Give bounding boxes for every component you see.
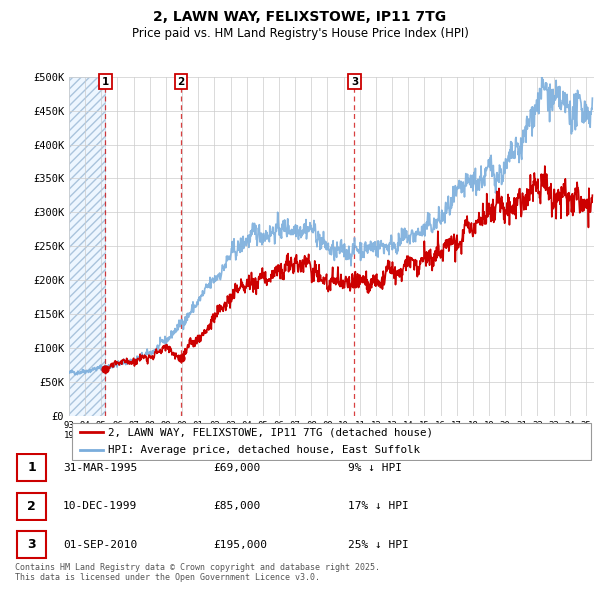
Text: 2, LAWN WAY, FELIXSTOWE, IP11 7TG: 2, LAWN WAY, FELIXSTOWE, IP11 7TG	[154, 10, 446, 24]
Text: Contains HM Land Registry data © Crown copyright and database right 2025.
This d: Contains HM Land Registry data © Crown c…	[15, 563, 380, 582]
Text: 25% ↓ HPI: 25% ↓ HPI	[348, 540, 409, 549]
Text: £69,000: £69,000	[213, 463, 260, 473]
Text: 17% ↓ HPI: 17% ↓ HPI	[348, 502, 409, 511]
Text: 3: 3	[27, 538, 36, 551]
Text: 1: 1	[102, 77, 109, 87]
FancyBboxPatch shape	[17, 454, 46, 481]
Text: 31-MAR-1995: 31-MAR-1995	[63, 463, 137, 473]
Text: HPI: Average price, detached house, East Suffolk: HPI: Average price, detached house, East…	[109, 445, 421, 455]
Bar	[69, 77, 106, 416]
FancyBboxPatch shape	[17, 531, 46, 558]
Text: £85,000: £85,000	[213, 502, 260, 511]
FancyBboxPatch shape	[17, 493, 46, 520]
Text: £195,000: £195,000	[213, 540, 267, 549]
Text: 1: 1	[27, 461, 36, 474]
Text: Price paid vs. HM Land Registry's House Price Index (HPI): Price paid vs. HM Land Registry's House …	[131, 27, 469, 40]
Text: 10-DEC-1999: 10-DEC-1999	[63, 502, 137, 511]
Text: 2, LAWN WAY, FELIXSTOWE, IP11 7TG (detached house): 2, LAWN WAY, FELIXSTOWE, IP11 7TG (detac…	[109, 428, 433, 438]
FancyBboxPatch shape	[71, 423, 592, 460]
Text: 3: 3	[351, 77, 358, 87]
Text: 2: 2	[178, 77, 185, 87]
Text: 2: 2	[27, 500, 36, 513]
Text: 9% ↓ HPI: 9% ↓ HPI	[348, 463, 402, 473]
Text: 01-SEP-2010: 01-SEP-2010	[63, 540, 137, 549]
